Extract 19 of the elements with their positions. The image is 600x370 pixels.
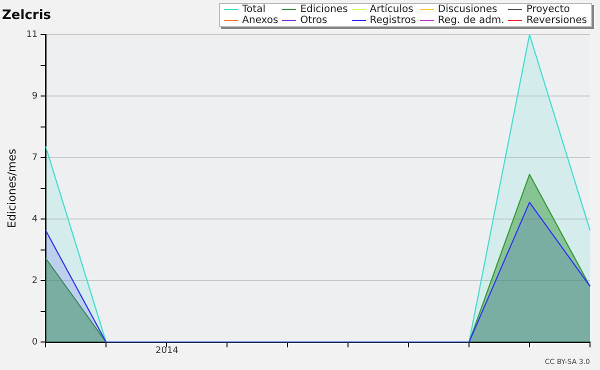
legend-label: Ediciones: [300, 4, 348, 15]
chart-title: Zelcris: [2, 8, 52, 24]
y-axis-title: Ediciones/mes: [5, 148, 18, 228]
legend-label: Reversiones: [526, 15, 587, 26]
y-tick-label: 0: [32, 338, 38, 348]
text: 2014: [156, 346, 179, 356]
y-tick-label: 11: [26, 30, 38, 40]
legend-label: Reg. de adm.: [438, 15, 504, 26]
legend-label: Registros: [370, 15, 416, 26]
y-tick-label: 4: [32, 214, 38, 225]
y-tick-label: 9: [32, 91, 38, 102]
legend-label: Total: [242, 4, 266, 15]
legend-label: Discusiones: [438, 4, 498, 15]
y-tick-label: 7: [32, 152, 38, 163]
legend-label: Proyecto: [526, 4, 570, 15]
legend-label: Artículos: [370, 4, 414, 15]
legend-label: Anexos: [242, 15, 278, 26]
legend-label: Otros: [300, 15, 328, 26]
y-tick-label: 2: [32, 276, 38, 286]
